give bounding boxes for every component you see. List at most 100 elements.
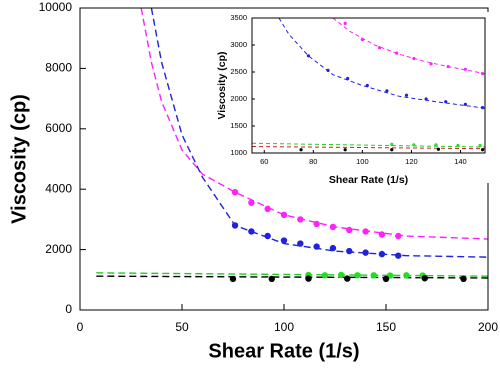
data-point (382, 275, 390, 283)
data-point (268, 275, 275, 283)
y-tick-label: 1500 (230, 121, 247, 130)
data-point (360, 38, 364, 42)
data-point (343, 148, 347, 152)
x-tick-label: 0 (77, 320, 84, 334)
x-tick-label: 140 (454, 157, 467, 166)
x-tick-label: 100 (274, 320, 294, 334)
fit-line (252, 146, 485, 150)
y-tick-label: 8000 (45, 61, 72, 75)
data-point (362, 249, 369, 256)
data-point (264, 205, 271, 213)
x-axis-title: Shear Rate (1/s) (329, 174, 408, 186)
data-point (480, 106, 485, 110)
y-axis-title: Viscosity (cp) (216, 51, 228, 119)
data-point (346, 226, 353, 234)
data-point (346, 76, 350, 81)
data-point (480, 72, 485, 76)
data-point (421, 275, 428, 282)
x-tick-label: 100 (356, 157, 369, 166)
x-tick-label: 200 (478, 320, 498, 334)
data-point (313, 243, 320, 250)
x-tick-label: 50 (175, 320, 189, 334)
data-point (362, 228, 369, 235)
data-point (378, 250, 386, 258)
y-tick-label: 2000 (230, 94, 247, 103)
x-tick-label: 120 (405, 157, 418, 166)
data-point (463, 67, 467, 71)
data-point (403, 272, 410, 279)
y-tick-label: 4000 (45, 181, 72, 195)
data-point (424, 97, 428, 101)
data-point (478, 143, 482, 148)
fit-line (252, 142, 485, 148)
data-point (344, 275, 351, 282)
data-point (326, 68, 330, 72)
y-tick-label: 2500 (230, 67, 247, 76)
data-point (395, 51, 399, 55)
data-point (354, 272, 361, 279)
data-point (229, 275, 237, 283)
plot: 0 50 100 150 2000200040006000800010000Shear … (8, 0, 498, 362)
data-point (456, 143, 460, 148)
data-point (329, 223, 337, 231)
x-axis-title: Shear Rate (1/s) (208, 340, 359, 362)
data-point (231, 189, 239, 196)
data-point (299, 148, 303, 152)
data-point (412, 143, 416, 147)
data-point (444, 100, 448, 104)
data-point (460, 275, 467, 283)
data-point (480, 148, 485, 152)
data-point (370, 272, 377, 279)
data-point (297, 216, 304, 223)
plot: 60 80 100 120 140 1000 1500 2000 2500 3000 3500 She… (216, 12, 491, 186)
data-point (412, 56, 416, 61)
data-point (280, 211, 288, 219)
data-point (434, 143, 438, 147)
y-tick-label: 2000 (45, 242, 72, 256)
data-point (280, 237, 288, 244)
inset-background (224, 12, 491, 183)
y-axis-title: Viscosity (cp) (8, 94, 30, 224)
data-point (446, 65, 450, 69)
x-tick-label: 150 (376, 320, 396, 334)
y-tick-label: 1000 (230, 148, 247, 157)
data-point (248, 228, 255, 235)
data-point (306, 54, 311, 58)
y-tick-label: 10000 (39, 0, 73, 14)
data-point (390, 148, 394, 152)
data-point (365, 83, 369, 88)
x-tick-label: 80 (309, 157, 317, 166)
y-tick-label: 3000 (230, 40, 247, 49)
fit-line (96, 275, 488, 279)
data-point (264, 232, 271, 240)
data-point (248, 199, 255, 206)
data-point (313, 220, 320, 228)
data-point (390, 142, 394, 146)
data-point (436, 147, 440, 151)
data-point (343, 21, 347, 25)
y-tick-label: 3500 (230, 13, 247, 22)
y-tick-label: 0 (65, 302, 72, 316)
data-point (404, 93, 409, 97)
data-point (346, 247, 353, 255)
data-point (305, 275, 312, 282)
data-point (337, 271, 345, 279)
data-point (395, 252, 402, 259)
data-point (329, 244, 337, 252)
fit-line (140, 8, 488, 240)
data-point (231, 222, 239, 229)
data-point (297, 240, 304, 247)
data-point (378, 231, 386, 238)
y-tick-label: 6000 (45, 121, 72, 135)
data-point (395, 232, 402, 240)
data-point (385, 89, 389, 93)
x-tick-label: 60 (260, 157, 268, 166)
data-point (429, 62, 433, 66)
fit-line (96, 272, 488, 277)
data-point (377, 46, 382, 50)
fit-line (278, 18, 485, 109)
data-point (321, 272, 328, 279)
data-point (463, 102, 467, 106)
plot-frame (251, 17, 486, 154)
